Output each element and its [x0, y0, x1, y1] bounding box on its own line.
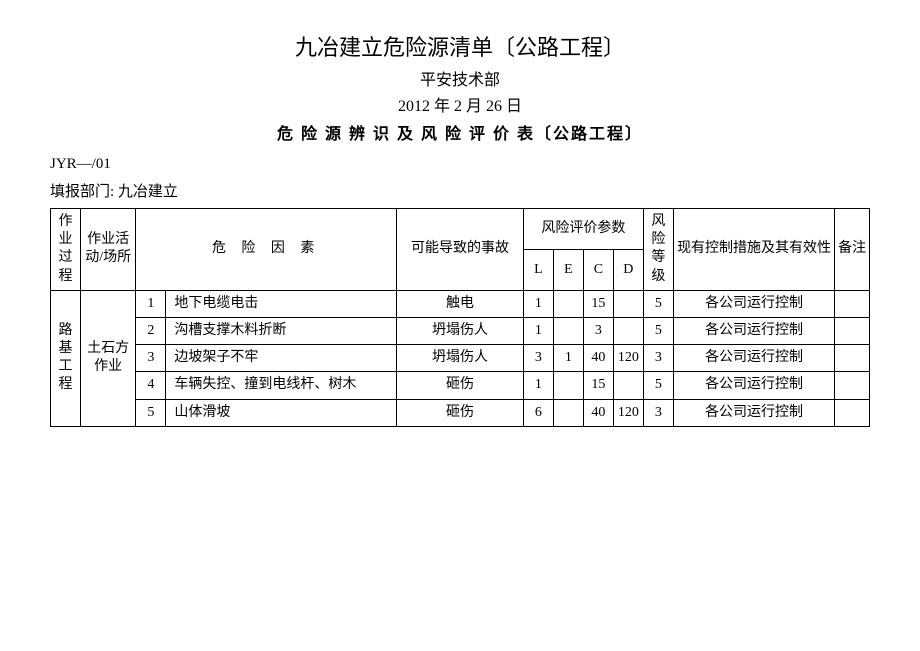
note-cell	[835, 399, 870, 426]
factor-cell: 沟槽支撑木料折断	[166, 317, 397, 344]
note-cell	[835, 345, 870, 372]
C-cell: 15	[583, 290, 613, 317]
E-cell	[553, 317, 583, 344]
title-sub: 平安技术部	[50, 66, 870, 90]
note-cell	[835, 372, 870, 399]
accident-cell: 砸伤	[397, 372, 524, 399]
header-row-1: 作业过程 作业活动/场所 危 险 因 素 可能导致的事故 风险评价参数 风险等级…	[51, 209, 870, 250]
E-cell: 1	[553, 345, 583, 372]
num-cell: 5	[136, 399, 166, 426]
D-cell	[613, 290, 643, 317]
col-process: 作业过程	[51, 209, 81, 291]
accident-cell: 坍塌伤人	[397, 345, 524, 372]
L-cell: 3	[523, 345, 553, 372]
note-cell	[835, 317, 870, 344]
E-cell	[553, 399, 583, 426]
num-cell: 4	[136, 372, 166, 399]
C-cell: 3	[583, 317, 613, 344]
D-cell	[613, 372, 643, 399]
level-cell: 3	[643, 399, 673, 426]
dept-label: 填报部门: 九冶建立	[50, 180, 870, 204]
table-row: 5山体滑坡砸伤6 401203各公司运行控制	[51, 399, 870, 426]
factor-cell: 边坡架子不牢	[166, 345, 397, 372]
D-cell: 120	[613, 345, 643, 372]
level-cell: 5	[643, 317, 673, 344]
table-row: 3边坡架子不牢坍塌伤人31401203各公司运行控制	[51, 345, 870, 372]
factor-cell: 山体滑坡	[166, 399, 397, 426]
D-cell: 120	[613, 399, 643, 426]
risk-table: 作业过程 作业活动/场所 危 险 因 素 可能导致的事故 风险评价参数 风险等级…	[50, 208, 870, 427]
accident-cell: 坍塌伤人	[397, 317, 524, 344]
E-cell	[553, 290, 583, 317]
col-accident: 可能导致的事故	[397, 209, 524, 291]
level-cell: 5	[643, 372, 673, 399]
table-row: 2沟槽支撑木料折断坍塌伤人1 3 5各公司运行控制	[51, 317, 870, 344]
accident-cell: 触电	[397, 290, 524, 317]
C-cell: 40	[583, 399, 613, 426]
level-cell: 3	[643, 345, 673, 372]
col-note: 备注	[835, 209, 870, 291]
activity-cell: 土石方作业	[80, 290, 135, 426]
table-row: 路基工程土石方作业1地下电缆电击触电1155各公司运行控制	[51, 290, 870, 317]
L-cell: 6	[523, 399, 553, 426]
note-cell	[835, 290, 870, 317]
L-cell: 1	[523, 372, 553, 399]
measure-cell: 各公司运行控制	[673, 345, 834, 372]
D-cell	[613, 317, 643, 344]
factor-cell: 地下电缆电击	[166, 290, 397, 317]
measure-cell: 各公司运行控制	[673, 317, 834, 344]
col-L: L	[523, 249, 553, 290]
title-block: 九冶建立危险源清单〔公路工程〕 平安技术部 2012 年 2 月 26 日 危 …	[50, 30, 870, 144]
table-body: 路基工程土石方作业1地下电缆电击触电1155各公司运行控制2沟槽支撑木料折断坍塌…	[51, 290, 870, 426]
measure-cell: 各公司运行控制	[673, 290, 834, 317]
title-date: 2012 年 2 月 26 日	[50, 92, 870, 116]
col-activity: 作业活动/场所	[80, 209, 135, 291]
C-cell: 40	[583, 345, 613, 372]
L-cell: 1	[523, 290, 553, 317]
factor-cell: 车辆失控、撞到电线杆、树木	[166, 372, 397, 399]
title-table-name: 危 险 源 辨 识 及 风 险 评 价 表〔公路工程〕	[50, 120, 870, 144]
col-factor: 危 险 因 素	[136, 209, 397, 291]
accident-cell: 砸伤	[397, 399, 524, 426]
title-main: 九冶建立危险源清单〔公路工程〕	[50, 30, 870, 62]
col-risk-params: 风险评价参数	[523, 209, 643, 250]
process-cell: 路基工程	[51, 290, 81, 426]
num-cell: 1	[136, 290, 166, 317]
measure-cell: 各公司运行控制	[673, 399, 834, 426]
num-cell: 2	[136, 317, 166, 344]
col-level: 风险等级	[643, 209, 673, 291]
E-cell	[553, 372, 583, 399]
col-D: D	[613, 249, 643, 290]
table-row: 4车辆失控、撞到电线杆、树木砸伤1 15 5各公司运行控制	[51, 372, 870, 399]
col-measure: 现有控制措施及其有效性	[673, 209, 834, 291]
col-C: C	[583, 249, 613, 290]
doc-code: JYR—/01	[50, 152, 870, 176]
level-cell: 5	[643, 290, 673, 317]
measure-cell: 各公司运行控制	[673, 372, 834, 399]
L-cell: 1	[523, 317, 553, 344]
C-cell: 15	[583, 372, 613, 399]
col-E: E	[553, 249, 583, 290]
num-cell: 3	[136, 345, 166, 372]
